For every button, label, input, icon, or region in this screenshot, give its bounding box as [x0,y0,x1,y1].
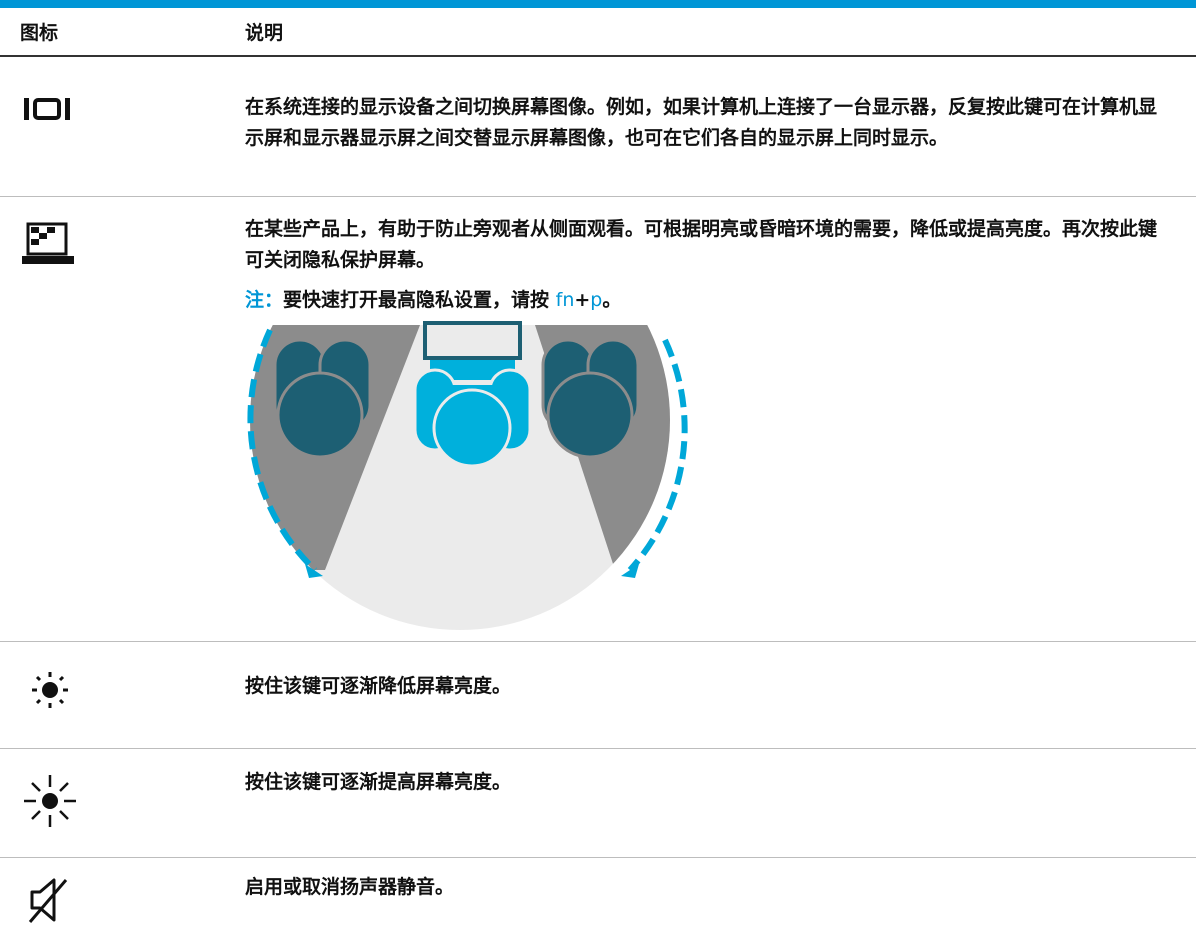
display-switch-icon [24,98,70,120]
top-bar [0,0,1196,8]
header-rule [0,55,1196,57]
column-header: 说明 [245,22,284,44]
row-rule [0,857,1196,858]
mute-icon [28,878,68,923]
note-text: 要快速打开最高隐私设置，请按 [283,289,556,311]
note-end: 。 [602,289,622,311]
key: fn [555,289,575,311]
description: 在某些产品上，有助于防止旁观者从侧面观看。可根据明亮或昏暗环境的需要，降低或提高… [245,218,1158,271]
row-rule [0,748,1196,749]
brightness-down-icon [32,672,68,708]
description: 按住该键可逐渐提高屏幕亮度。 [245,771,512,793]
brightness-up-icon [24,775,76,827]
column-header: 图标 [20,22,59,44]
row-rule [0,641,1196,642]
key: p [590,289,603,311]
description: 在系统连接的显示设备之间切换屏幕图像。例如，如果计算机上连接了一台显示器，反复按… [245,96,1158,149]
note-label: 注： [245,289,284,311]
privacy-illustration [247,321,688,630]
privacy-icon [22,222,74,264]
row-rule [0,196,1196,197]
note-plus: + [574,289,591,311]
note: 注：要快速打开最高隐私设置，请按 fn+p。 [245,285,1165,316]
description: 按住该键可逐渐降低屏幕亮度。 [245,675,512,697]
description: 启用或取消扬声器静音。 [245,876,455,898]
